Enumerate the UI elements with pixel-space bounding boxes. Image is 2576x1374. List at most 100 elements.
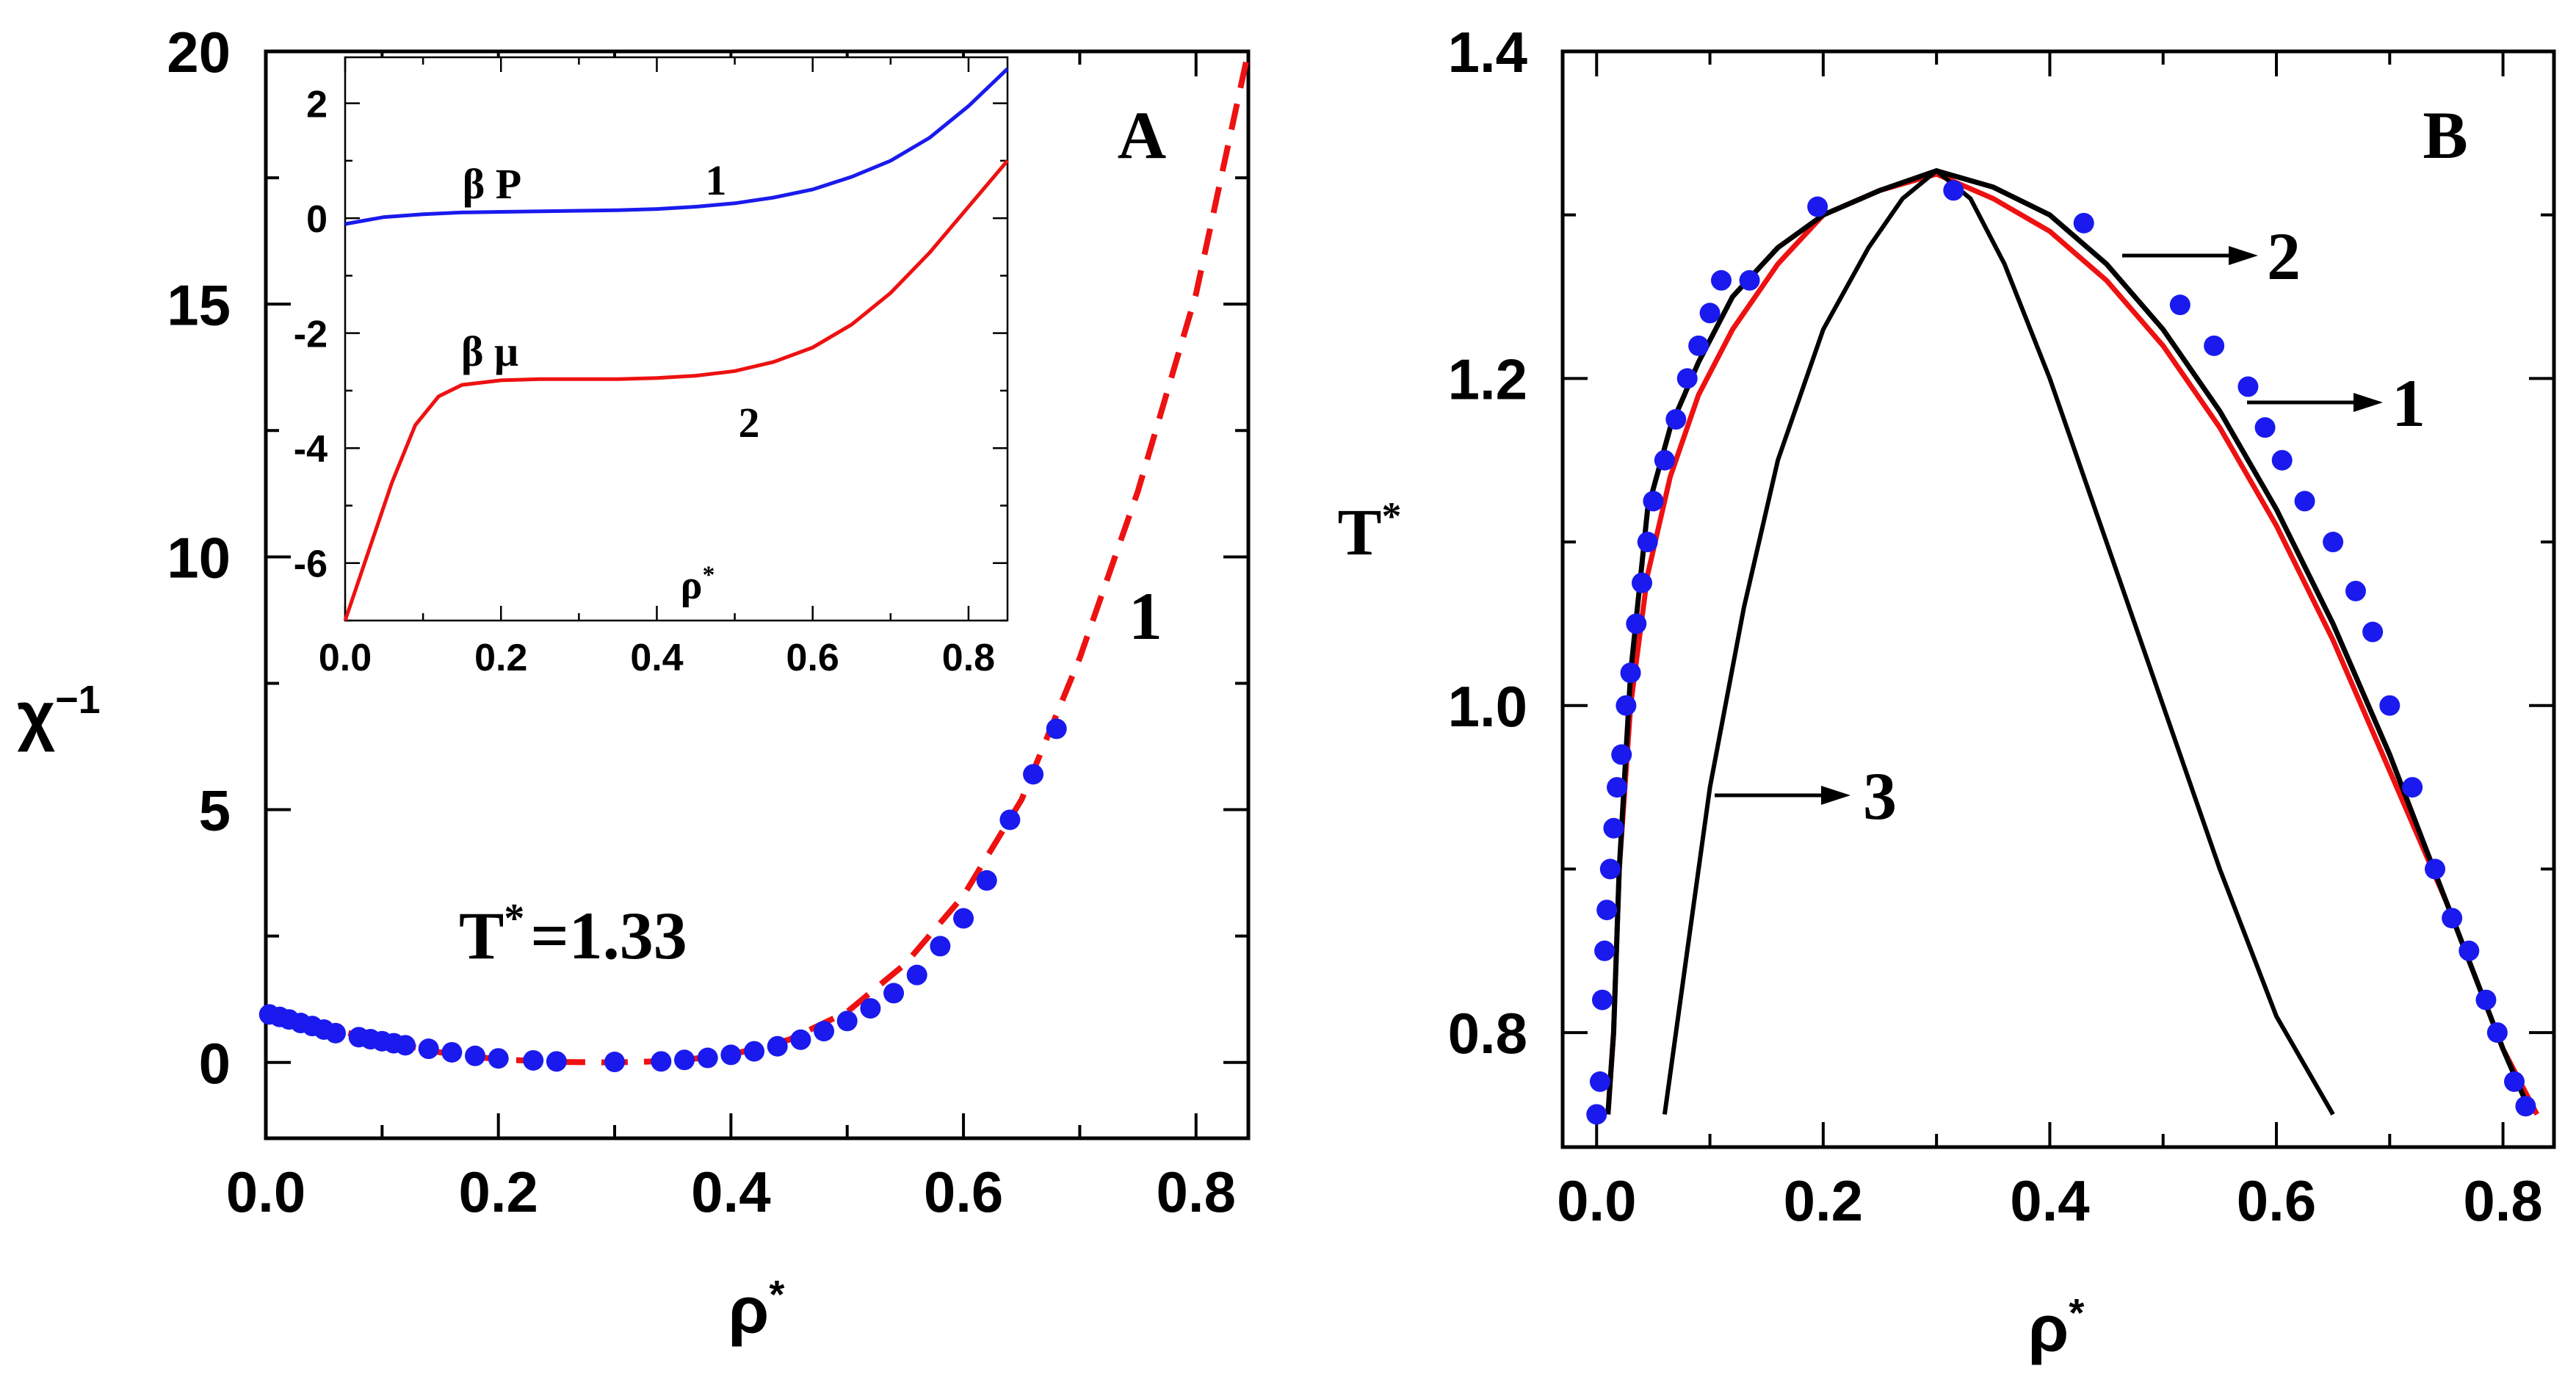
data-point [2504, 1071, 2525, 1092]
inset-x-axis-label-sup: * [703, 562, 715, 589]
panel-label-a: A [1118, 98, 1166, 173]
data-point [883, 983, 905, 1004]
data-point [418, 1038, 439, 1060]
x-tick-label: 0.6 [786, 637, 839, 679]
y-tick-label: 10 [167, 525, 231, 590]
x-tick-label: 0.8 [942, 637, 995, 679]
data-point [930, 936, 951, 957]
x-axis-label-b: ρ* [2028, 1291, 2085, 1366]
y-tick-label: 1.0 [1448, 674, 1527, 739]
data-point [1711, 270, 1732, 291]
y-axis-label-a-base: χ [17, 679, 55, 753]
y-tick-label: 20 [167, 20, 231, 84]
y-tick-label: 15 [167, 272, 231, 337]
data-point [1620, 662, 1641, 684]
data-point [720, 1044, 742, 1066]
x-tick-label: 0.6 [2237, 1168, 2316, 1233]
x-tick-label: 0.4 [691, 1160, 770, 1224]
arrow-1-head [2354, 393, 2383, 412]
data-point [1023, 764, 1044, 785]
data-point [488, 1048, 509, 1069]
data-point [1586, 1104, 1607, 1125]
inset-background [345, 57, 1007, 621]
data-point [2271, 449, 2293, 471]
data-point [1637, 532, 1658, 553]
arrow-2-head [2229, 246, 2258, 265]
temperature-annotation: T*=1.33 [459, 896, 687, 973]
data-point [1943, 180, 1964, 201]
data-point [1611, 744, 1632, 765]
x-tick-label: 0.4 [630, 637, 683, 679]
y-axis-label-b: T* [1337, 494, 1401, 569]
y-axis-label-a: χ−1 [17, 678, 100, 753]
annotation-t: T [459, 898, 504, 973]
inset-label-2: 2 [739, 399, 760, 446]
data-point [2379, 695, 2400, 716]
data-point [2402, 777, 2423, 798]
data-point [767, 1035, 788, 1057]
plot-frame [344, 56, 1009, 622]
data-point [2442, 908, 2463, 929]
data-point [1807, 196, 1828, 217]
inset-label-beta-mu: β μ [461, 328, 518, 375]
data-point [2254, 417, 2276, 438]
data-point [2169, 294, 2190, 316]
data-point [1626, 613, 1647, 634]
data-point [860, 998, 881, 1019]
data-point [465, 1045, 486, 1066]
data-point [2323, 532, 2344, 553]
x-tick-label: 0.2 [474, 637, 527, 679]
data-point [2486, 1022, 2508, 1044]
data-point [1632, 572, 1652, 593]
y-tick-label: -4 [294, 428, 328, 471]
data-point [1654, 449, 1675, 471]
y-axis-label-a-sup: −1 [55, 678, 101, 722]
data-point [325, 1022, 347, 1044]
inset-label-beta-p: β P [463, 160, 522, 208]
inset-series-2 [343, 159, 1009, 621]
x-tick-label: 0.2 [1784, 1168, 1863, 1233]
x-tick-label: 0.0 [319, 637, 372, 679]
x-tick-label: 0.6 [924, 1160, 1003, 1224]
data-point [1676, 368, 1698, 389]
coexistence-curve-3 [1662, 167, 2335, 1116]
panel-label-b: B [2423, 98, 2467, 173]
data-point [697, 1047, 718, 1069]
data-point [2362, 621, 2384, 643]
data-point [523, 1049, 544, 1071]
x-tick-label: 0.8 [1157, 1160, 1236, 1224]
curve-label-1: 1 [1129, 579, 1162, 654]
x-tick-label: 0.0 [226, 1160, 305, 1224]
x-axis-label-b-base: ρ [2028, 1292, 2069, 1366]
data-point [2345, 580, 2366, 601]
y-axis-label-b-base: T [1337, 496, 1381, 569]
data-point [1616, 695, 1637, 716]
data-point [1596, 900, 1618, 921]
plot-frame [264, 49, 1251, 1140]
data-point [1046, 718, 1067, 740]
data-point [2204, 335, 2225, 356]
data-point [395, 1035, 416, 1056]
data-point [2425, 858, 2445, 880]
inset-series-1 [344, 67, 1009, 226]
data-point [674, 1049, 695, 1071]
y-tick-label: 0.8 [1448, 1001, 1527, 1066]
y-tick-label: 1.4 [1448, 20, 1527, 84]
data-point [2475, 989, 2497, 1010]
data-point [1592, 989, 1613, 1010]
data-point [604, 1052, 626, 1073]
inset-x-axis-label-base: ρ [681, 563, 703, 608]
data-point [1665, 409, 1687, 430]
annotation-star: * [504, 896, 524, 941]
annotation-value: =1.33 [530, 898, 687, 973]
data-point [953, 908, 974, 929]
x-axis-label-a: ρ* [728, 1273, 785, 1348]
inset-label-1: 1 [706, 156, 727, 204]
panel-a-inset: 0.0 0.2 0.4 0.6 0.8 2 0 -2 -4 -6 β P 1 β μ 2 ρ* [294, 56, 1009, 679]
data-point [1599, 858, 1621, 880]
data-point [2515, 1096, 2536, 1117]
data-point [790, 1029, 811, 1050]
